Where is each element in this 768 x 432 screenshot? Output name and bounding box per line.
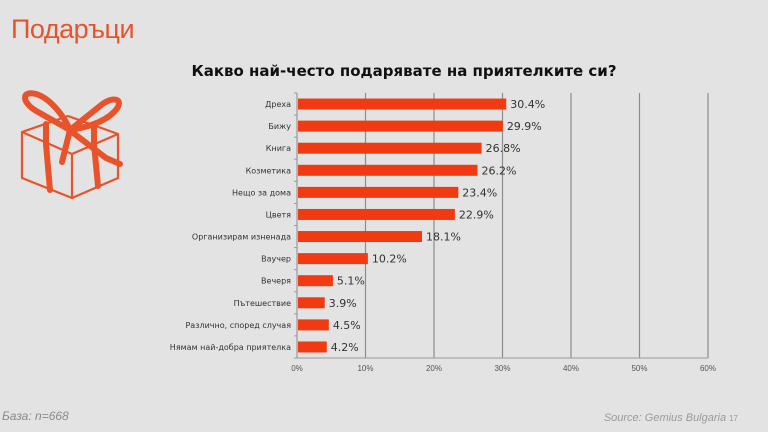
- x-tick-label: 30%: [494, 364, 510, 373]
- x-tick-label: 50%: [631, 364, 647, 373]
- page-number: 17: [729, 414, 738, 423]
- x-tick-label: 20%: [426, 364, 442, 373]
- value-label: 4.5%: [333, 319, 361, 332]
- bar: [298, 164, 478, 176]
- value-label: 22.9%: [459, 208, 494, 221]
- category-label: Дреха: [265, 100, 291, 109]
- category-label: Козметика: [246, 166, 291, 175]
- gift-icon: [20, 90, 123, 200]
- category-label: Нямам най-добра приятелка: [170, 343, 291, 352]
- x-tick-label: 60%: [700, 364, 716, 373]
- source-text: Source: Gemius Bulgaria: [603, 412, 727, 424]
- value-label: 26.2%: [481, 164, 516, 177]
- x-tick-label: 0%: [291, 364, 303, 373]
- category-label: Нещо за дома: [232, 188, 291, 197]
- category-label: Пътешествие: [234, 299, 291, 308]
- category-label: Организирам изненада: [192, 233, 291, 242]
- grid-lines: [294, 92, 709, 359]
- value-label: 26.8%: [486, 142, 521, 155]
- category-label: Вечеря: [261, 277, 291, 286]
- bar: [298, 297, 325, 309]
- value-label: 30.4%: [510, 98, 545, 111]
- category-label: Цветя: [266, 210, 292, 219]
- value-label: 23.4%: [462, 186, 497, 199]
- bar: [298, 253, 368, 265]
- bar: [298, 120, 503, 132]
- value-label: 10.2%: [372, 253, 407, 266]
- slide-title: Подаръци: [11, 14, 135, 44]
- value-label: 29.9%: [507, 120, 542, 133]
- bar: [298, 231, 422, 243]
- bar: [298, 208, 455, 220]
- footer-source: Source: Gemius Bulgaria 17: [604, 412, 738, 424]
- value-label: 18.1%: [426, 231, 461, 244]
- bar: [298, 186, 459, 198]
- bar: [298, 341, 327, 353]
- x-tick-label: 10%: [357, 364, 373, 373]
- category-label: Бижу: [268, 122, 291, 131]
- category-label: Ваучер: [261, 255, 291, 264]
- value-label: 3.9%: [329, 297, 357, 310]
- category-label: Различно, според случая: [185, 321, 291, 330]
- bar: [298, 319, 329, 331]
- labels: 0% 10% 20% 30% 40% 50% 60% Дреха 30.4% Бижу 29.9% К…: [170, 98, 716, 373]
- chart-title: Какво най-често подарявате на приятелкит…: [191, 62, 617, 80]
- category-label: Книга: [266, 144, 291, 153]
- bar: [298, 142, 482, 154]
- bars: [298, 98, 507, 353]
- bar: [298, 275, 333, 287]
- x-tick-label: 40%: [563, 364, 579, 373]
- value-label: 4.2%: [331, 341, 359, 354]
- footer-base: База: n=668: [2, 409, 69, 423]
- bar: [298, 98, 507, 110]
- value-label: 5.1%: [337, 275, 365, 288]
